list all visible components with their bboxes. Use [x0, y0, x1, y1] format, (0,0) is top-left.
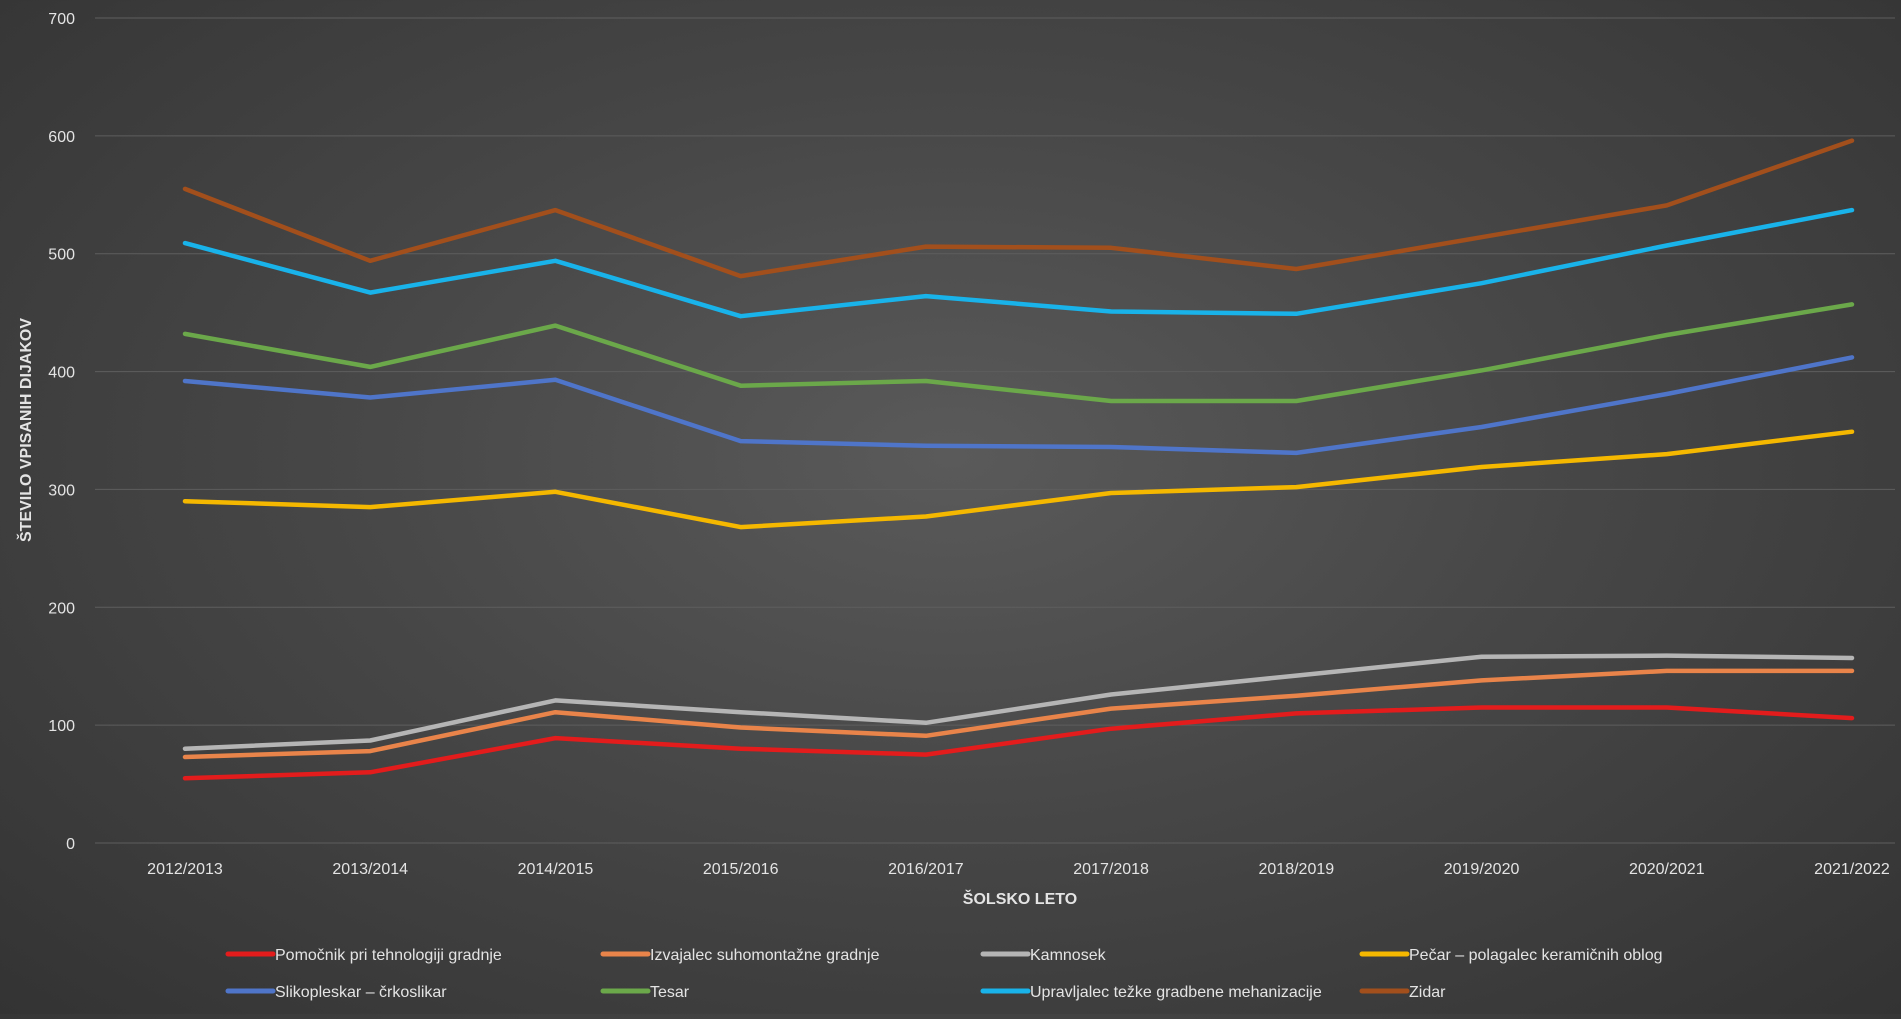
x-tick-label: 2017/2018 — [1073, 861, 1149, 878]
y-tick-label: 0 — [66, 836, 75, 853]
legend-label: Kamnosek — [1030, 947, 1107, 964]
y-tick-label: 100 — [48, 718, 75, 735]
x-tick-label: 2012/2013 — [147, 861, 223, 878]
series-line-1 — [185, 671, 1852, 757]
x-tick-label: 2013/2014 — [332, 861, 408, 878]
x-tick-label: 2015/2016 — [703, 861, 779, 878]
x-tick-label: 2016/2017 — [888, 861, 964, 878]
series-line-7 — [185, 141, 1852, 277]
y-axis-ticks: 0 100 200 300 400 500 600 700 — [48, 11, 75, 853]
x-tick-label: 2014/2015 — [518, 861, 594, 878]
x-tick-label: 2019/2020 — [1444, 861, 1520, 878]
legend-label: Izvajalec suhomontažne gradnje — [650, 947, 880, 964]
y-tick-label: 300 — [48, 482, 75, 499]
series-line-0 — [185, 708, 1852, 779]
x-axis-ticks: 2012/2013 2013/2014 2014/2015 2015/2016 2016… — [147, 861, 1890, 878]
x-tick-label: 2018/2019 — [1259, 861, 1335, 878]
legend-label: Pomočnik pri tehnologiji gradnje — [275, 947, 502, 964]
series-line-2 — [185, 656, 1852, 749]
legend: Pomočnik pri tehnologiji gradnje Izvajale… — [228, 947, 1662, 1001]
x-tick-label: 2020/2021 — [1629, 861, 1705, 878]
legend-label: Pečar – polagalec keramičnih oblog — [1409, 947, 1662, 964]
y-tick-label: 700 — [48, 11, 75, 28]
y-tick-label: 200 — [48, 600, 75, 617]
series-line-5 — [185, 304, 1852, 401]
x-axis-title: ŠOLSKO LETO — [963, 889, 1077, 908]
legend-label: Upravljalec težke gradbene mehanizacije — [1030, 984, 1322, 1001]
legend-label: Slikopleskar – črkoslikar — [275, 984, 447, 1001]
y-tick-label: 600 — [48, 129, 75, 146]
y-tick-label: 500 — [48, 247, 75, 264]
legend-label: Zidar — [1409, 984, 1446, 1001]
y-tick-label: 400 — [48, 365, 75, 382]
grid — [95, 18, 1895, 843]
x-tick-label: 2021/2022 — [1814, 861, 1890, 878]
series-line-6 — [185, 210, 1852, 316]
series-lines — [185, 141, 1852, 779]
legend-label: Tesar — [650, 984, 690, 1001]
y-axis-title: ŠTEVILO VPISANIH DIJAKOV — [16, 318, 35, 542]
